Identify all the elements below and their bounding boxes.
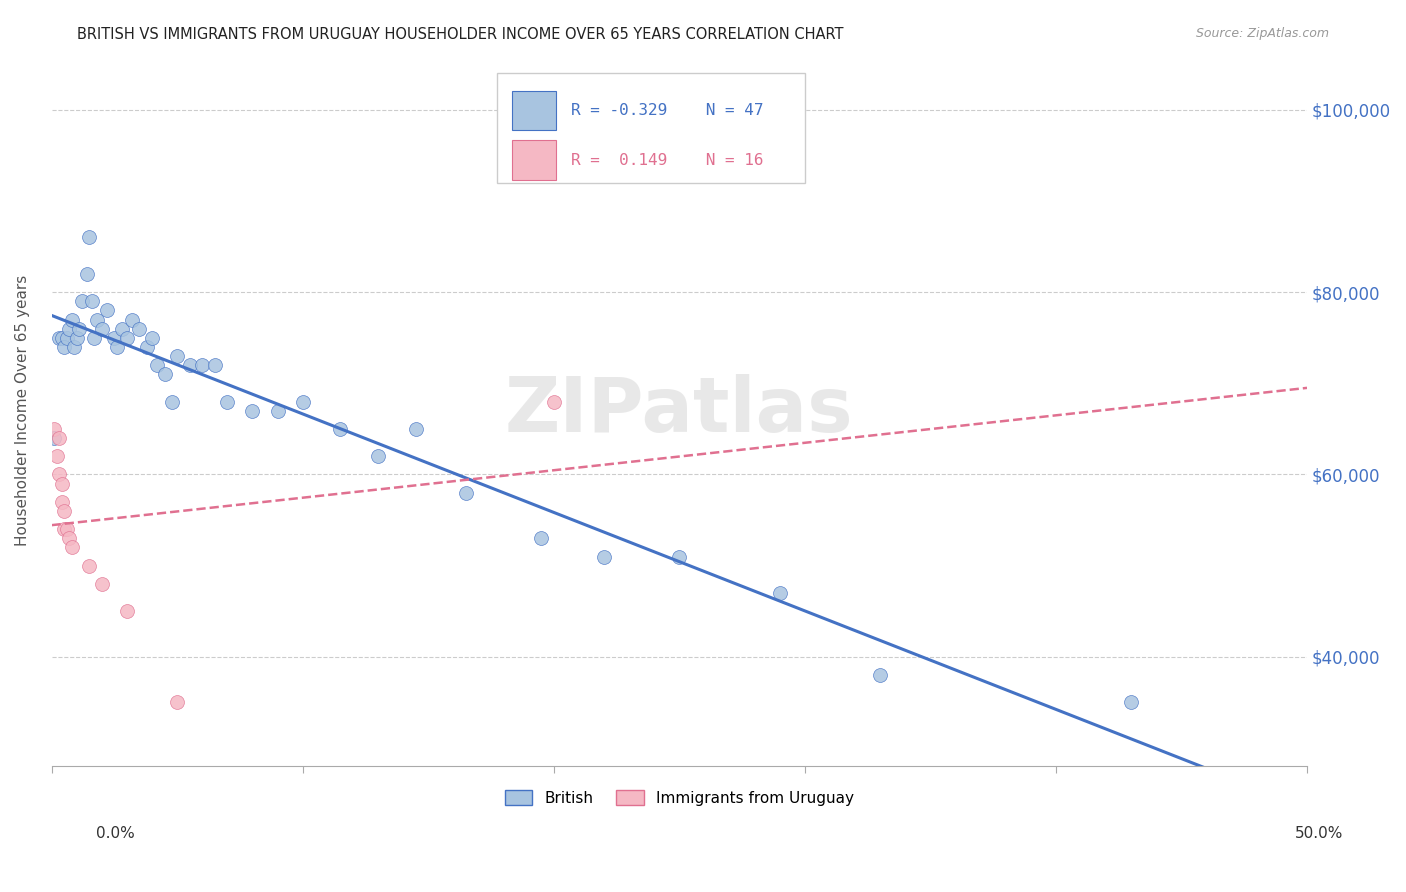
Point	[153, 368, 176, 382]
Text: BRITISH VS IMMIGRANTS FROM URUGUAY HOUSEHOLDER INCOME OVER 65 YEARS CORRELATION : BRITISH VS IMMIGRANTS FROM URUGUAY HOUSE…	[77, 27, 844, 42]
Point	[191, 358, 214, 372]
Point	[48, 331, 70, 345]
Point	[53, 504, 76, 518]
Point	[70, 294, 93, 309]
Point	[58, 531, 80, 545]
Point	[593, 549, 616, 564]
Point	[530, 531, 553, 545]
Y-axis label: Householder Income Over 65 years: Householder Income Over 65 years	[15, 275, 30, 546]
Point	[77, 558, 100, 573]
FancyBboxPatch shape	[512, 140, 557, 179]
Point	[86, 312, 108, 326]
Point	[769, 586, 792, 600]
Point	[96, 303, 118, 318]
Point	[103, 331, 125, 345]
Point	[76, 267, 98, 281]
FancyBboxPatch shape	[498, 73, 804, 183]
Point	[217, 394, 239, 409]
Point	[58, 321, 80, 335]
Point	[48, 467, 70, 482]
Point	[66, 331, 89, 345]
Point	[42, 422, 65, 436]
Point	[90, 321, 112, 335]
Point	[105, 340, 128, 354]
Point	[266, 403, 288, 417]
Point	[405, 422, 427, 436]
Point	[77, 230, 100, 244]
Point	[242, 403, 264, 417]
FancyBboxPatch shape	[512, 91, 557, 130]
Point	[67, 321, 90, 335]
Point	[80, 294, 103, 309]
Point	[55, 522, 77, 536]
Text: ZIPatlas: ZIPatlas	[505, 374, 853, 448]
Point	[367, 450, 389, 464]
Point	[53, 522, 76, 536]
Point	[115, 604, 138, 618]
Text: R = -0.329    N = 47: R = -0.329 N = 47	[571, 103, 763, 118]
Point	[136, 340, 159, 354]
Legend: British, Immigrants from Uruguay: British, Immigrants from Uruguay	[499, 784, 860, 812]
Text: Source: ZipAtlas.com: Source: ZipAtlas.com	[1195, 27, 1329, 40]
Point	[869, 668, 891, 682]
Point	[329, 422, 352, 436]
Point	[51, 331, 73, 345]
Point	[1121, 695, 1143, 709]
Point	[543, 394, 565, 409]
Point	[128, 321, 150, 335]
Point	[121, 312, 143, 326]
Point	[51, 495, 73, 509]
Text: R =  0.149    N = 16: R = 0.149 N = 16	[571, 153, 763, 168]
Point	[45, 450, 67, 464]
Point	[48, 431, 70, 445]
Text: 0.0%: 0.0%	[96, 827, 135, 841]
Point	[55, 331, 77, 345]
Point	[179, 358, 201, 372]
Point	[160, 394, 183, 409]
Point	[166, 695, 188, 709]
Point	[115, 331, 138, 345]
Point	[90, 577, 112, 591]
Point	[51, 476, 73, 491]
Point	[63, 340, 86, 354]
Point	[42, 431, 65, 445]
Point	[53, 340, 76, 354]
Point	[60, 312, 83, 326]
Point	[111, 321, 134, 335]
Point	[60, 541, 83, 555]
Point	[141, 331, 163, 345]
Point	[166, 349, 188, 363]
Point	[146, 358, 169, 372]
Point	[454, 485, 477, 500]
Point	[291, 394, 314, 409]
Point	[204, 358, 226, 372]
Point	[668, 549, 690, 564]
Point	[83, 331, 105, 345]
Text: 50.0%: 50.0%	[1295, 827, 1343, 841]
